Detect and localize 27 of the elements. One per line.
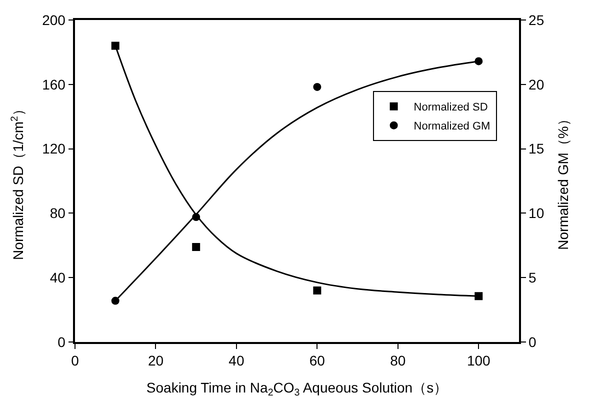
y2-tick-label: 5	[528, 270, 537, 286]
y-tick-label: 120	[42, 140, 66, 157]
x-tick-label: 100	[466, 352, 491, 369]
x-tick-label: 60	[309, 352, 326, 369]
y-tick-label: 40	[50, 270, 66, 286]
legend-label: Normalized SD	[414, 102, 488, 114]
y2-tick-label: 10	[528, 205, 544, 222]
point	[313, 286, 322, 294]
x-tick-label: 20	[148, 352, 164, 369]
point	[111, 42, 120, 50]
y-tick-label: 80	[50, 205, 66, 222]
point	[313, 82, 322, 91]
y-tick-label: 200	[42, 12, 66, 28]
x-tick-label: 80	[390, 352, 406, 369]
x-axis-title: Soaking Time in Na$_{2}$CO$_{3}$ Aqueous Solution（s）	[146, 379, 448, 398]
y2-tick-label: 15	[528, 140, 544, 157]
y2-tick-label: 20	[528, 76, 544, 92]
y-tick-label: 160	[42, 76, 66, 92]
x-tick-label: 40	[228, 352, 244, 369]
x-tick-label: 0	[71, 352, 80, 369]
point	[474, 292, 483, 300]
point	[192, 243, 200, 252]
y2-axis-title: Normalized GM（%）	[555, 112, 572, 250]
legend-label: Normalized GM	[414, 120, 490, 133]
y2-tick-label: 25	[528, 12, 544, 28]
y-tick-label: 0	[58, 334, 66, 350]
y2-tick-label: 0	[528, 334, 537, 350]
